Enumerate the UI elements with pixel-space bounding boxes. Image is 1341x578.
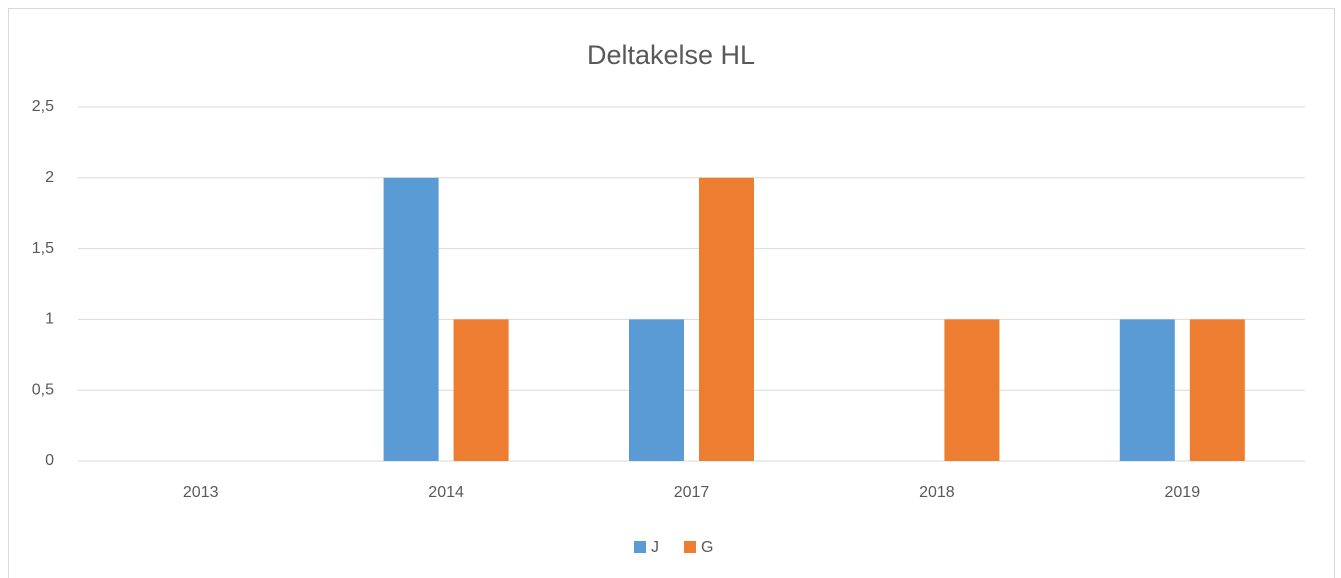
legend-swatch	[684, 541, 696, 553]
y-tick-label: 2	[45, 169, 54, 186]
bar	[699, 177, 754, 462]
bar	[944, 319, 1000, 461]
y-tick-label: 0	[45, 452, 54, 469]
bar	[629, 319, 684, 461]
legend-label: G	[701, 539, 713, 556]
x-tick-label: 2014	[428, 484, 464, 501]
chart-title: Deltakelse HL	[587, 40, 755, 70]
x-tick-label: 2019	[1165, 484, 1201, 501]
bar	[453, 319, 509, 461]
bar	[1189, 319, 1245, 461]
bar	[383, 177, 439, 462]
x-tick-label: 2013	[183, 484, 219, 501]
bar	[1119, 319, 1175, 461]
y-tick-label: 0,5	[32, 381, 54, 398]
y-tick-label: 1	[45, 311, 54, 328]
y-tick-label: 2,5	[32, 98, 54, 115]
x-tick-label: 2018	[919, 484, 955, 501]
legend-swatch	[634, 541, 646, 553]
chart-border	[8, 8, 1335, 578]
x-tick-label: 2017	[674, 484, 710, 501]
y-tick-label: 1,5	[32, 240, 54, 257]
legend-label: J	[651, 539, 659, 556]
